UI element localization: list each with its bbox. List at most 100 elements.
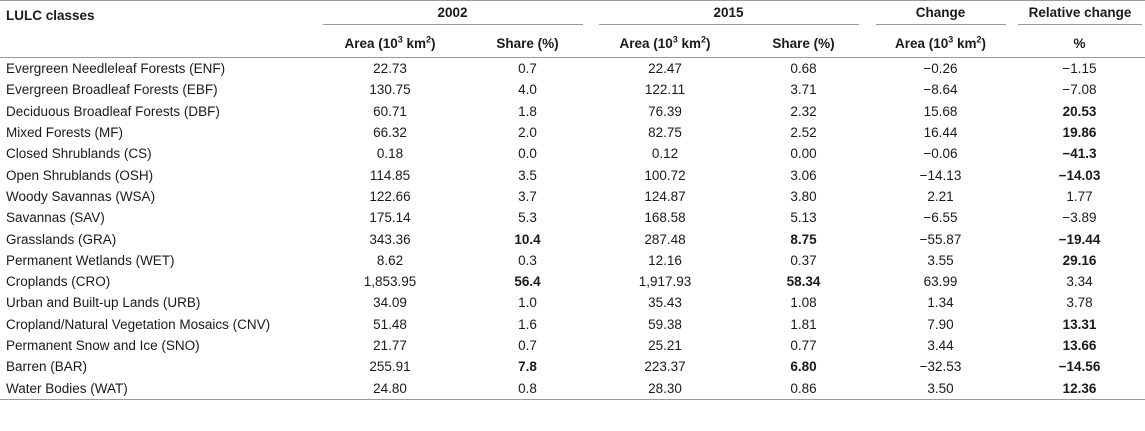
area-2015-cell: 287.48 — [644, 231, 686, 247]
share-2002-cell: 0.3 — [518, 252, 537, 268]
area-change-cell: −32.53 — [919, 359, 962, 375]
lulc-class-name: Mixed Forests (MF) — [6, 125, 124, 141]
area-2015-cell: 168.58 — [644, 210, 686, 226]
table-row: Water Bodies (WAT) 24.80 0.8 28.30 0.86 3.50 1… — [0, 377, 1145, 400]
area-2015-cell: 25.21 — [648, 338, 682, 353]
relative-change-cell: −7.08 — [1062, 82, 1097, 98]
share-2015-cell: 2.32 — [790, 103, 817, 119]
header-area-change: Area (103 km2) — [867, 29, 1014, 58]
header-relative-change: Relative change — [1018, 5, 1142, 25]
header-year-2002: 2002 — [322, 5, 583, 25]
area-2015-cell: 122.11 — [644, 82, 686, 98]
header-group-relative-change: Relative change — [1014, 0, 1145, 29]
share-2002-cell: 2.0 — [518, 125, 537, 141]
area-2002-cell: 122.66 — [369, 188, 411, 204]
area-change-cell: 3.50 — [867, 377, 1014, 400]
relative-change-cell: 19.86 — [1062, 125, 1097, 141]
header-area-2002: Area (103 km2) — [315, 29, 465, 58]
area-2002-cell: 34.09 — [373, 295, 407, 311]
area-change-cell: 3.44 — [927, 338, 954, 353]
table-row: Open Shrublands (OSH) 114.85 3.5 100.72 3.06… — [0, 164, 1145, 185]
area-2002-cell: 130.75 — [369, 82, 411, 98]
header-lulc-classes: LULC classes — [0, 0, 315, 29]
area-change-cell: −55.87 — [919, 231, 962, 247]
area-2002-cell: 24.80 — [315, 377, 465, 400]
share-2015-cell: 0.37 — [790, 252, 817, 268]
table-row: Urban and Built-up Lands (URB) 34.09 1.0 35… — [0, 292, 1145, 313]
area-2002-cell: 66.32 — [373, 125, 407, 141]
area-2002-cell: 51.48 — [373, 316, 407, 332]
share-2015-cell: 8.75 — [790, 231, 817, 247]
area-change-cell: −0.06 — [923, 146, 958, 162]
area-change-cell: −6.55 — [923, 210, 958, 226]
area-2015-cell: 28.30 — [590, 377, 740, 400]
lulc-class-name: Open Shrublands (OSH) — [6, 167, 154, 183]
share-2015-cell: 0.00 — [790, 146, 817, 162]
table-header: LULC classes 2002 2015 Change Relative c… — [0, 0, 1145, 58]
relative-change-cell: 13.66 — [1062, 338, 1097, 353]
area-2015-cell: 1,917.93 — [638, 274, 692, 290]
header-share-2015: Share (%) — [740, 29, 867, 58]
lulc-class-name: Water Bodies (WAT) — [0, 377, 315, 400]
area-2002-cell: 343.36 — [369, 231, 411, 247]
table-row: Permanent Wetlands (WET) 8.62 0.3 12.16 0.37… — [0, 250, 1145, 271]
header-group-change: Change — [867, 0, 1014, 29]
table-row: Evergreen Broadleaf Forests (EBF) 130.75 4… — [0, 79, 1145, 100]
lulc-class-name: Woody Savannas (WSA) — [6, 188, 156, 204]
lulc-class-name: Grasslands (GRA) — [6, 231, 117, 247]
area-change-cell: −14.13 — [919, 167, 962, 183]
lulc-class-name: Permanent Snow and Ice (SNO) — [6, 338, 200, 353]
relative-change-cell: 13.31 — [1062, 316, 1097, 332]
share-2002-cell: 0.0 — [518, 146, 537, 162]
relative-change-cell: −19.44 — [1058, 231, 1101, 247]
share-2015-cell: 6.80 — [790, 359, 817, 375]
lulc-class-name: Barren (BAR) — [6, 359, 88, 375]
table-row: Croplands (CRO) 1,853.95 56.4 1,917.93 58.34… — [0, 271, 1145, 292]
lulc-class-name: Closed Shrublands (CS) — [6, 146, 152, 162]
relative-change-cell: 29.16 — [1062, 252, 1097, 268]
table-row: Deciduous Broadleaf Forests (DBF) 60.71 1.… — [0, 101, 1145, 122]
share-2015-cell: 0.86 — [740, 377, 867, 400]
header-row-groups: LULC classes 2002 2015 Change Relative c… — [0, 0, 1145, 29]
area-2015-cell: 124.87 — [644, 188, 686, 204]
area-change-cell: −0.26 — [923, 61, 958, 77]
area-2002-cell: 1,853.95 — [363, 274, 417, 290]
table-row: Cropland/Natural Vegetation Mosaics (CNV… — [0, 314, 1145, 335]
lulc-class-name: Savannas (SAV) — [6, 210, 105, 226]
lulc-class-name: Croplands (CRO) — [6, 274, 111, 290]
area-2015-cell: 223.37 — [644, 359, 686, 375]
share-2002-cell: 1.0 — [518, 295, 537, 311]
area-change-cell: 15.68 — [923, 103, 958, 119]
area-change-cell: 2.21 — [927, 188, 954, 204]
share-2015-cell: 0.68 — [790, 61, 817, 77]
header-percent: % — [1014, 29, 1145, 58]
table-row: Grasslands (GRA) 343.36 10.4 287.48 8.75 −55.… — [0, 228, 1145, 249]
area-2002-cell: 22.73 — [373, 61, 407, 77]
table-body: Evergreen Needleleaf Forests (ENF) 22.73 0… — [0, 58, 1145, 400]
area-2015-cell: 82.75 — [648, 125, 682, 141]
lulc-class-name: Deciduous Broadleaf Forests (DBF) — [6, 103, 220, 119]
header-group-2002: 2002 — [315, 0, 590, 29]
relative-change-cell: 20.53 — [1062, 103, 1097, 119]
relative-change-cell: 3.34 — [1066, 274, 1093, 290]
area-2002-cell: 8.62 — [376, 252, 404, 268]
relative-change-cell: −14.03 — [1058, 167, 1101, 183]
share-2002-cell: 5.3 — [518, 210, 537, 226]
relative-change-cell: −1.15 — [1062, 61, 1097, 77]
share-2015-cell: 1.81 — [790, 316, 817, 332]
table-row: Woody Savannas (WSA) 122.66 3.7 124.87 3.80 2… — [0, 186, 1145, 207]
lulc-class-name: Evergreen Needleleaf Forests (ENF) — [6, 61, 226, 77]
share-2002-cell: 3.7 — [518, 188, 537, 204]
share-2015-cell: 3.06 — [790, 167, 817, 183]
header-share-2002: Share (%) — [465, 29, 590, 58]
area-change-cell: 16.44 — [923, 125, 958, 141]
lulc-class-name: Permanent Wetlands (WET) — [6, 252, 175, 268]
header-change: Change — [875, 5, 1006, 25]
area-2002-cell: 255.91 — [369, 359, 411, 375]
area-change-cell: 3.55 — [927, 252, 954, 268]
header-year-2015: 2015 — [598, 5, 859, 25]
share-2002-cell: 1.6 — [518, 316, 537, 332]
share-2002-cell: 7.8 — [518, 359, 537, 375]
area-2015-cell: 22.47 — [648, 61, 682, 77]
